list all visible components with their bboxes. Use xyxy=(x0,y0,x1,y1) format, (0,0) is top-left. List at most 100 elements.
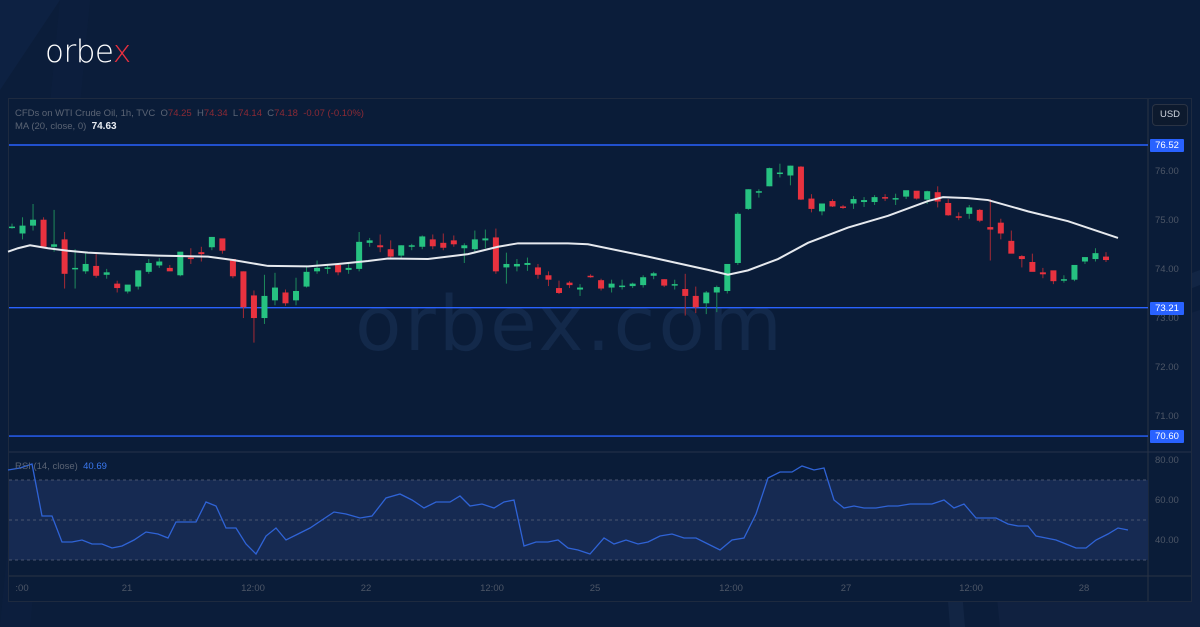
candle-body xyxy=(703,292,710,304)
price-tick: 74.00 xyxy=(1155,264,1179,275)
candle-body xyxy=(556,288,562,293)
candle-body xyxy=(40,219,47,247)
close-value: 74.18 xyxy=(274,108,298,119)
candle-body xyxy=(987,227,994,230)
candle-body xyxy=(492,237,499,272)
candle-body xyxy=(271,287,278,301)
candle-body xyxy=(713,287,720,293)
candle-body xyxy=(293,291,300,301)
candle-body xyxy=(513,263,520,267)
symbol-title: CFDs on WTI Crude Oil, 1h, TVC xyxy=(15,108,156,119)
level-tag-lower: 70.60 xyxy=(1150,430,1184,443)
candle-body xyxy=(608,283,615,288)
candle-body xyxy=(440,242,447,248)
candle-body xyxy=(787,165,794,176)
change-value: -0.07 (-0.10%) xyxy=(303,108,364,119)
candle-body xyxy=(398,245,405,256)
time-tick: 28 xyxy=(1078,583,1090,594)
price-tick: 73.00 xyxy=(1155,313,1179,324)
candle-body xyxy=(1081,257,1088,262)
candle-body xyxy=(913,190,920,199)
logo-accent-x: x xyxy=(112,34,131,70)
candle-body xyxy=(745,189,752,209)
time-tick: 21 xyxy=(121,583,133,594)
candle-body xyxy=(377,245,384,248)
candle-body xyxy=(187,257,194,260)
candle-body xyxy=(650,273,657,276)
candle-body xyxy=(966,207,973,214)
open-value: 74.25 xyxy=(167,108,192,119)
rsi-label: RSI (14, close) xyxy=(15,461,78,472)
candle-body xyxy=(808,198,815,209)
candle-body xyxy=(661,279,668,286)
candle-body xyxy=(755,191,762,193)
candle-body xyxy=(335,264,342,273)
candle-body xyxy=(366,240,373,243)
candle-body xyxy=(734,213,741,263)
candle-body xyxy=(450,240,457,245)
candle-body xyxy=(861,200,868,203)
candle-body xyxy=(934,192,941,202)
candle-body xyxy=(61,239,68,274)
candle-body xyxy=(208,236,215,248)
candle-body xyxy=(114,283,121,289)
candle-body xyxy=(1103,256,1109,261)
candle-body xyxy=(598,280,605,289)
candle-body xyxy=(1029,262,1036,272)
candle-body xyxy=(261,295,268,319)
candle-body xyxy=(72,267,79,270)
close-label: C xyxy=(267,108,275,119)
ma-line xyxy=(7,196,1119,276)
level-tag-upper: 76.52 xyxy=(1150,139,1184,152)
logo-text: orbe xyxy=(45,34,113,70)
orbex-logo: orbex xyxy=(45,34,131,70)
candle-body xyxy=(314,267,321,272)
candle-body xyxy=(356,241,363,269)
candle-body xyxy=(924,191,931,200)
candlesticks xyxy=(9,163,1109,343)
candle-body xyxy=(997,222,1004,234)
time-tick: 12:00 xyxy=(241,583,265,594)
candle-body xyxy=(19,225,26,234)
rsi-tick: 80.00 xyxy=(1155,455,1179,466)
level-tag-middle: 73.21 xyxy=(1150,302,1184,315)
candle-body xyxy=(9,226,15,229)
candle-body xyxy=(145,262,152,272)
high-label: H xyxy=(196,108,204,119)
time-tick: 25 xyxy=(589,583,601,594)
candle-body xyxy=(692,295,699,308)
candle-body xyxy=(229,259,236,277)
candle-body xyxy=(324,267,331,269)
candle-body xyxy=(871,197,878,203)
candle-body xyxy=(240,271,247,308)
time-tick: 12:00 xyxy=(480,583,504,594)
time-tick: 12:00 xyxy=(959,583,983,594)
candle-body xyxy=(955,216,962,218)
rsi-legend: RSI (14, close) 40.69 xyxy=(15,461,107,472)
candle-body xyxy=(1018,256,1025,260)
time-tick: :00 xyxy=(15,583,29,594)
candle-body xyxy=(629,283,636,287)
candle-body xyxy=(640,277,647,286)
candle-body xyxy=(503,263,510,268)
price-tick: 75.00 xyxy=(1155,215,1179,226)
candle-body xyxy=(82,263,89,272)
price-tick: 76.00 xyxy=(1155,166,1179,177)
candle-body xyxy=(1060,279,1067,281)
open-label: O xyxy=(160,108,168,119)
rsi-tick: 60.00 xyxy=(1155,495,1179,506)
candle-body xyxy=(619,285,626,288)
candle-body xyxy=(829,201,836,207)
candle-body xyxy=(1050,270,1057,282)
currency-button[interactable]: USD xyxy=(1152,104,1188,126)
candle-body xyxy=(135,270,142,287)
candle-body xyxy=(682,289,689,296)
candle-body xyxy=(882,197,889,199)
time-tick: 27 xyxy=(840,583,852,594)
candle-body xyxy=(840,206,847,208)
candle-body xyxy=(1071,264,1078,280)
candle-body xyxy=(198,252,205,255)
symbol-legend: CFDs on WTI Crude Oil, 1h, TVC O74.25 H 7… xyxy=(15,108,364,119)
candle-body xyxy=(724,263,731,292)
